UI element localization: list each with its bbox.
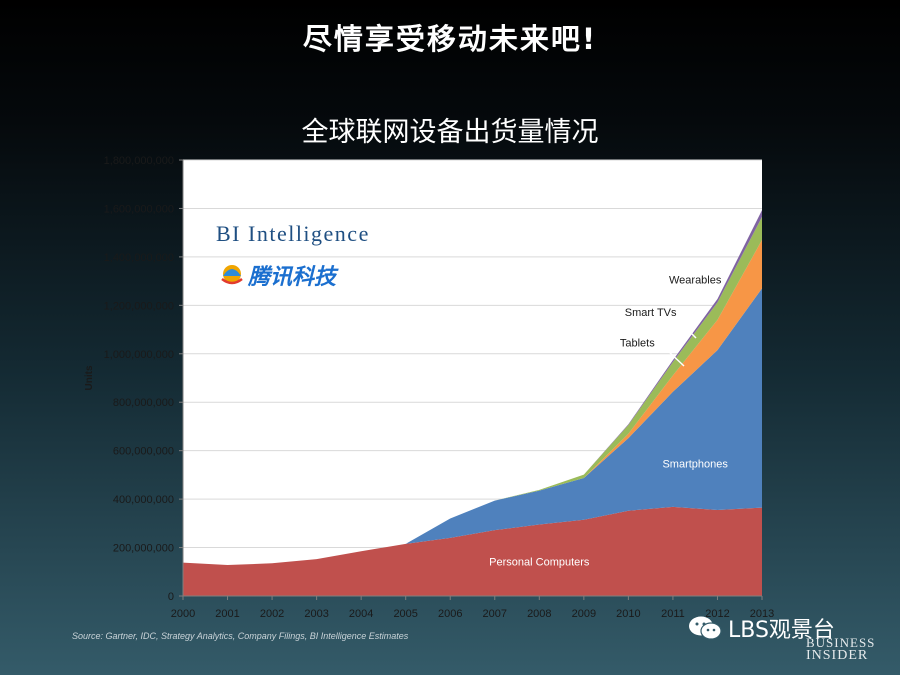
label-leader-line (702, 289, 717, 297)
series-label-wearables: Wearables (669, 275, 722, 287)
watermark-text: LBS观景台 (728, 618, 835, 643)
logo-line-2: INSIDER (806, 648, 869, 663)
series-label-tablets: Tablets (620, 338, 655, 350)
label-leader-line (679, 321, 697, 339)
x-tick-label: 2010 (616, 608, 640, 620)
x-tick-label: 2004 (349, 608, 373, 620)
y-tick-label: 400,000,000 (113, 494, 174, 506)
series-label-personal-computers: Personal Computers (489, 557, 590, 569)
y-tick-label: 800,000,000 (113, 397, 174, 409)
chart-title: 全球联网设备出货量情况 (301, 117, 599, 148)
y-tick-label: 1,600,000,000 (104, 203, 174, 215)
y-tick-label: 600,000,000 (113, 446, 174, 458)
x-tick-label: 2007 (483, 608, 507, 620)
tencent-tech-logo: 腾讯科技 (247, 265, 339, 290)
x-tick-label: 2013 (750, 608, 774, 620)
x-tick-label: 2005 (393, 608, 417, 620)
x-tick-label: 2001 (215, 608, 239, 620)
series-label-smart-tvs: Smart TVs (625, 307, 677, 319)
area-smartphones (183, 288, 762, 565)
x-tick-label: 2000 (171, 608, 195, 620)
y-tick-label: 1,800,000,000 (104, 155, 174, 167)
logo-line-1: BUSINESS (806, 635, 876, 650)
business-insider-logo: BUSINESS INSIDER (806, 635, 876, 663)
y-tick-label: 1,000,000,000 (104, 349, 174, 361)
y-tick-label: 200,000,000 (113, 543, 174, 555)
series-labels: Personal Computers Smartphones Tablets Smar… (489, 275, 728, 569)
label-leader-line (667, 350, 685, 367)
y-tick-label: 1,400,000,000 (104, 252, 174, 264)
area-series (183, 210, 762, 596)
x-tick-label: 2002 (260, 608, 284, 620)
source-note: Source: Gartner, IDC, Strategy Analytics… (72, 631, 409, 641)
x-tick-label: 2012 (705, 608, 729, 620)
y-axis-label: Units (84, 365, 95, 390)
wechat-icon (689, 616, 722, 640)
tencent-logo-icon (220, 262, 244, 286)
axes: 0 200,000,000 400,000,000 600,000,000 800,00… (84, 155, 774, 620)
wechat-watermark: LBS观景台 (688, 612, 835, 644)
x-tick-label: 2009 (572, 608, 596, 620)
bi-intelligence-logo: BI Intelligence (216, 221, 370, 246)
brand-overlay: BI Intelligence 腾讯科技 (216, 221, 370, 290)
y-tick-label: 1,200,000,000 (104, 300, 174, 312)
y-tick-label: 0 (168, 591, 174, 603)
series-label-smartphones: Smartphones (662, 459, 728, 471)
x-tick-label: 2003 (304, 608, 328, 620)
x-tick-label: 2008 (527, 608, 551, 620)
area-personal-computers (183, 506, 762, 596)
x-tick-label: 2011 (661, 608, 685, 620)
slide-title: 尽情享受移动未来吧! (302, 22, 598, 56)
x-tick-label: 2006 (438, 608, 462, 620)
